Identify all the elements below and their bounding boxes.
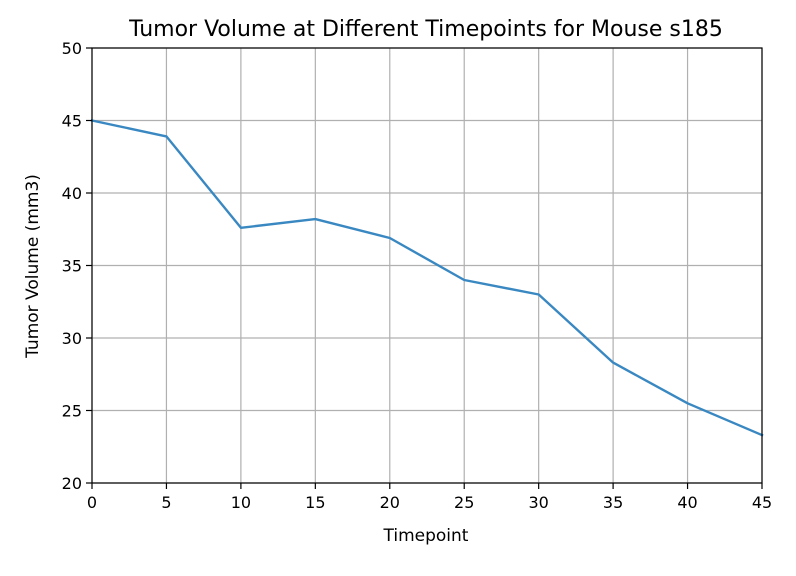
x-tick-label: 15	[305, 493, 325, 512]
ticks: 0 5 10 15 20 25 30 35 40 45 20 25 30 35 40 45 50	[62, 39, 773, 512]
y-tick-label: 25	[62, 402, 82, 421]
x-tick-label: 0	[87, 493, 97, 512]
x-tick-label: 45	[752, 493, 772, 512]
y-tick-label: 50	[62, 39, 82, 58]
grid	[92, 48, 762, 483]
y-axis-label: Tumor Volume (mm3)	[23, 174, 43, 359]
y-tick-label: 45	[62, 112, 82, 131]
y-tick-label: 20	[62, 474, 82, 493]
x-axis-label: Timepoint	[383, 526, 469, 546]
x-tick-label: 5	[161, 493, 171, 512]
series-line	[92, 121, 762, 436]
y-tick-label: 30	[62, 329, 82, 348]
y-tick-label: 35	[62, 257, 82, 276]
x-tick-label: 10	[231, 493, 251, 512]
x-tick-label: 20	[380, 493, 400, 512]
series-layer	[92, 120, 762, 435]
x-tick-label: 25	[454, 493, 474, 512]
x-tick-label: 40	[677, 493, 697, 512]
x-tick-label: 30	[528, 493, 548, 512]
x-tick-label: 35	[603, 493, 623, 512]
chart-title: Tumor Volume at Different Timepoints for…	[128, 17, 723, 42]
y-tick-label: 40	[62, 184, 82, 203]
